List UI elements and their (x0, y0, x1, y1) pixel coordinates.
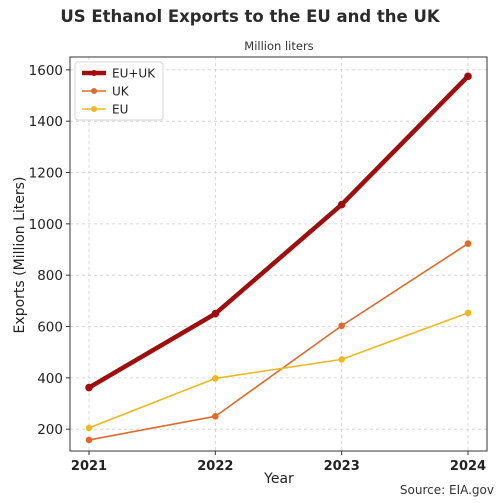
data-point (337, 200, 346, 209)
chart-title: US Ethanol Exports to the EU and the UK (60, 7, 441, 26)
data-point (464, 309, 472, 317)
x-tick-label: 2022 (197, 459, 233, 474)
data-point (85, 424, 93, 432)
y-tick-label: 1400 (29, 114, 63, 130)
legend: EU+UK UK EU (74, 61, 164, 121)
series-line-eu-uk (87, 74, 470, 390)
data-point (464, 72, 472, 81)
legend-label: UK (112, 85, 130, 99)
legend-marker (91, 88, 97, 94)
y-tick-label: 800 (37, 268, 63, 284)
data-point (338, 322, 345, 330)
source-note: Source: EIA.gov (400, 483, 494, 497)
data-point (85, 436, 93, 444)
data-point (338, 356, 345, 363)
data-point (211, 309, 220, 318)
y-tick-label: 1000 (29, 217, 63, 233)
y-tick-label: 1200 (29, 166, 63, 182)
series-line-uk (88, 242, 469, 441)
legend-box (74, 61, 164, 121)
x-tick-label: 2024 (450, 459, 486, 474)
plot-area: 200 400 600 800 1000 1200 1400 1600 2021 2022 2023… (29, 56, 488, 474)
chart-subtitle: Million liters (244, 39, 313, 53)
x-tick-label: 2021 (71, 459, 107, 474)
y-tick-label: 200 (37, 422, 63, 438)
data-point (212, 413, 219, 420)
legend-label: EU (112, 103, 128, 117)
data-point (85, 383, 93, 392)
y-tick-label: 600 (37, 320, 63, 336)
legend-marker (91, 106, 97, 112)
y-tick-label: 400 (37, 371, 63, 387)
data-point (464, 240, 472, 247)
data-point (212, 375, 219, 382)
legend-marker (91, 70, 97, 76)
y-axis-label: Exports (Million Liters) (12, 177, 28, 334)
y-tick-label: 1600 (29, 63, 63, 79)
series-line-eu (88, 312, 469, 429)
x-tick-label: 2023 (324, 459, 360, 474)
plot-frame (69, 56, 488, 452)
x-axis-label: Year (263, 471, 294, 487)
legend-label: EU+UK (112, 67, 156, 81)
